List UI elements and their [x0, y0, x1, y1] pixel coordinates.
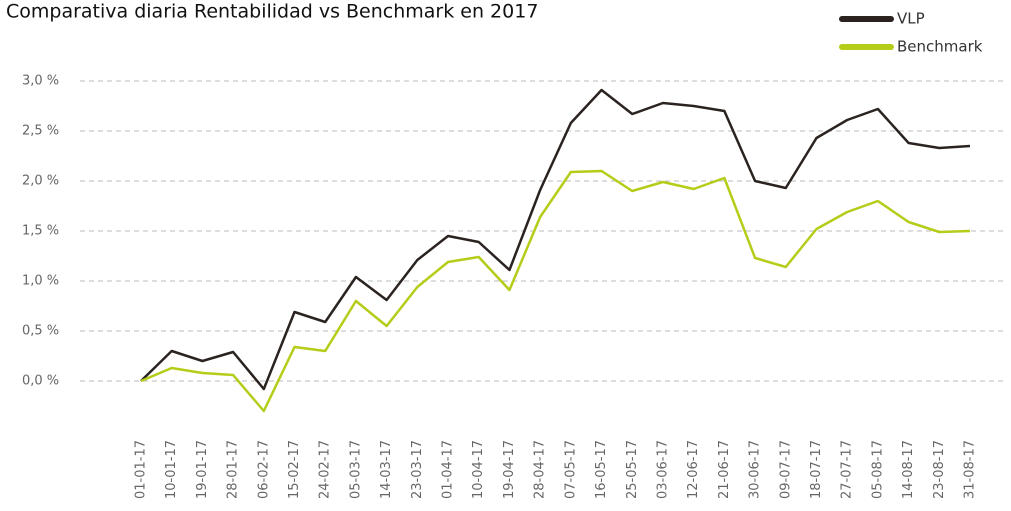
y-tick-label: 1,5 %	[22, 224, 59, 239]
y-tick-label: 3,0 %	[22, 74, 59, 89]
x-tick-label: 01-04-17	[441, 440, 456, 499]
x-tick-label: 24-02-17	[318, 440, 333, 499]
x-tick-label: 05-03-17	[348, 440, 363, 499]
x-tick-label: 28-04-17	[533, 440, 548, 499]
x-tick-label: 15-02-17	[287, 440, 302, 499]
x-tick-label: 12-06-17	[686, 440, 701, 499]
x-tick-label: 10-01-17	[164, 440, 179, 499]
x-tick-label: 19-04-17	[502, 440, 517, 499]
x-tick-label: 27-07-17	[840, 440, 855, 499]
legend-label: VLP	[897, 10, 925, 28]
chart-title: Comparativa diaria Rentabilidad vs Bench…	[6, 1, 538, 23]
x-tick-label: 07-05-17	[563, 440, 578, 499]
x-tick-label: 10-04-17	[471, 440, 486, 499]
x-tick-label: 25-05-17	[625, 440, 640, 499]
x-tick-label: 14-03-17	[379, 440, 394, 499]
x-tick-label: 30-06-17	[748, 440, 763, 499]
line	[140, 88, 971, 391]
x-tick-label: 21-06-17	[717, 440, 732, 499]
x-tick-label: 01-01-17	[134, 440, 149, 499]
x-tick-label: 06-02-17	[256, 440, 271, 499]
x-tick-label: 05-08-17	[870, 440, 885, 499]
line	[140, 169, 971, 413]
y-tick-label: 0,0 %	[22, 374, 59, 389]
x-tick-label: 28-01-17	[226, 440, 241, 499]
x-tick-label: 18-07-17	[809, 440, 824, 499]
x-tick-label: 31-08-17	[963, 440, 978, 499]
x-tick-label: 14-08-17	[901, 440, 916, 499]
y-tick-label: 0,5 %	[22, 324, 59, 339]
x-tick-label: 16-05-17	[594, 440, 609, 499]
x-tick-label: 23-08-17	[932, 440, 947, 499]
x-tick-label: 03-06-17	[655, 440, 670, 499]
y-tick-label: 2,0 %	[22, 174, 59, 189]
legend-label: Benchmark	[897, 38, 983, 56]
x-tick-label: 23-03-17	[410, 440, 425, 499]
y-tick-label: 1,0 %	[22, 274, 59, 289]
x-tick-label: 19-01-17	[195, 440, 210, 499]
x-tick-label: 09-07-17	[778, 440, 793, 499]
y-tick-label: 2,5 %	[22, 124, 59, 139]
